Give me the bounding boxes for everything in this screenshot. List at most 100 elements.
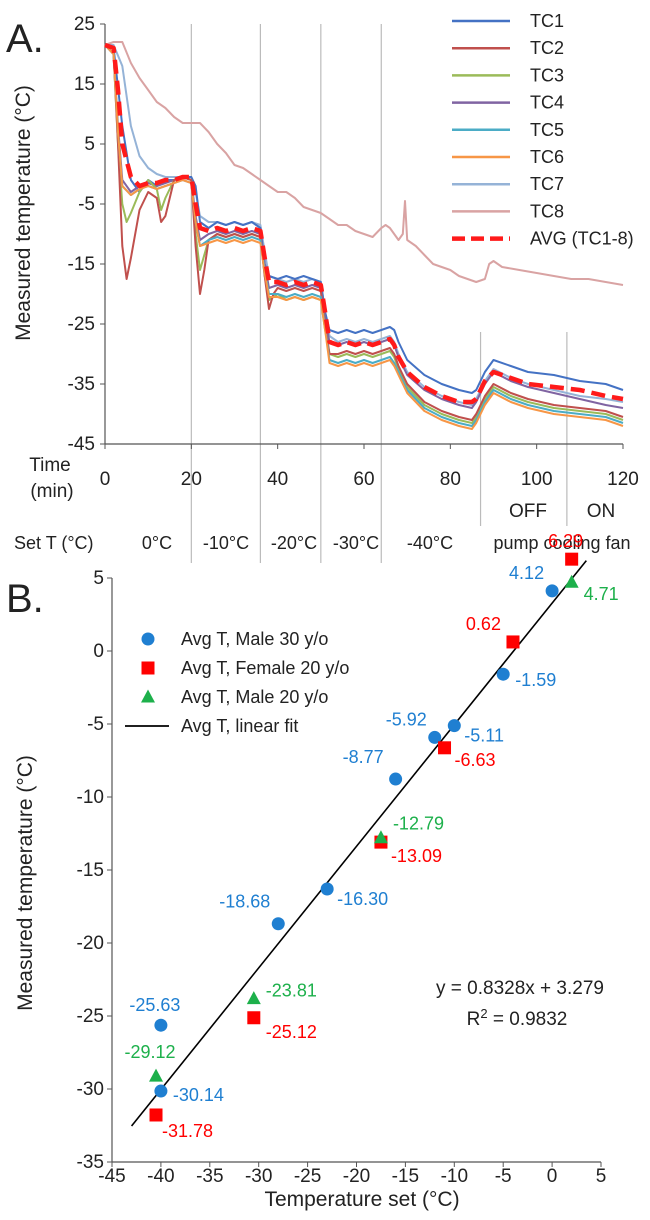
panel-a-legend: TC1 TC2 TC3 TC4 TC5 TC6 TC7 TC8 AVG (TC1-8) [452,11,634,249]
series-line-tc4 [104,44,624,409]
data-label-avg-t-female-20-y-o: -6.63 [455,750,496,770]
legend-marker-avg-t-male-20-y-o [141,689,155,703]
panel-b-y-tick-label: -20 [77,933,104,954]
panel-a-x-tick-label: 0 [100,469,111,490]
panel-b-y-tick-label: -10 [77,787,104,808]
legend-label-tc3: TC3 [530,65,564,85]
pump-off-label: OFF [509,501,547,522]
point-avg-t-male-30-y-o [496,667,510,681]
panel-b-points: 4.12 -1.59 -5.11 -5.92-8.77 -16.30 -18.68 -25.… [124,531,618,1141]
legend-label-tc2: TC2 [530,38,564,58]
legend-label-tc4: TC4 [530,93,564,113]
data-label-avg-t-male-30-y-o: -18.68 [219,892,270,912]
data-label-avg-t-female-20-y-o: -13.09 [391,846,442,866]
point-avg-t-male-20-y-o [564,574,579,588]
fan-on-label: ON [587,501,616,522]
panel-a-y-tick-label: -35 [68,374,95,395]
legend-marker-avg-t-female-20-y-o [141,661,155,675]
panel-a-y-tick-label: 15 [74,74,95,95]
phase-label-minus40: -40°C [407,533,453,553]
point-avg-t-male-30-y-o [154,1018,168,1032]
phase-label-0: 0°C [142,533,172,553]
panel-a-ylabel: Measured temperature (°C) [12,85,35,341]
point-avg-t-male-30-y-o [271,917,285,931]
phase-label-minus30: -30°C [333,533,379,553]
legend-marker-avg-t-male-30-y-o [141,632,155,646]
panel-b-x-tick-label: -40 [147,1166,174,1187]
series-line-tc2 [104,44,624,421]
panel-a-y-tick-label: -45 [68,434,95,455]
series-line-tc8 [104,41,624,286]
data-label-avg-t-male-30-y-o: -1.59 [515,670,556,690]
panel-b-x-tick-label: -25 [294,1166,321,1187]
panel-a-y-tick-label: -15 [68,254,95,275]
legend-label-tc6: TC6 [530,147,564,167]
point-avg-t-male-30-y-o [320,882,334,896]
series-line-avg-tc1-8 [104,42,624,405]
panel-b-x-tick-label: 0 [547,1166,558,1187]
panel-b-x-tick-label: -5 [495,1166,512,1187]
panel-a-y-tick-label: 5 [84,134,95,155]
panel-a-x-tick-label: 60 [353,469,374,490]
data-label-avg-t-male-30-y-o: -16.30 [337,889,388,909]
panel-b-y-tick-label: -15 [77,860,104,881]
data-label-avg-t-male-30-y-o: -5.92 [386,709,427,729]
panel-b-letter: B. [6,577,44,621]
data-label-avg-t-male-20-y-o: -23.81 [266,981,317,1001]
panel-b-x-tick-label: -20 [343,1166,370,1187]
panel-a-y-tick-label: 25 [74,14,95,35]
panel-a-x-tick-label: 100 [521,469,553,490]
panel-b-xlabel: Temperature set (°C) [264,1188,459,1211]
point-avg-t-male-30-y-o [428,730,442,744]
panel-b-x-tick-label: -45 [98,1166,125,1187]
panel-b-chart: B. Measured temperature (°C) Temperature… [6,531,619,1211]
point-avg-t-male-30-y-o [447,719,461,733]
legend-label-avg-t-male-30-y-o: Avg T, Male 30 y/o [181,629,328,649]
panel-a-phase-dividers [190,24,568,563]
data-label-avg-t-female-20-y-o: -31.78 [162,1121,213,1141]
data-label-avg-t-male-30-y-o: -8.77 [343,747,384,767]
panel-b-x-tick-label: 5 [596,1166,607,1187]
panel-a-y-tick-label: -25 [68,314,95,335]
panel-b-ylabel: Measured temperature (°C) [14,755,37,1011]
data-label-avg-t-female-20-y-o: 6.29 [548,531,583,551]
panel-b-x-tick-label: -30 [245,1166,272,1187]
legend-label-avg-tc1-8: AVG (TC1-8) [530,229,634,249]
data-label-avg-t-male-30-y-o: -25.63 [129,995,180,1015]
data-label-avg-t-female-20-y-o: -25.12 [266,1022,317,1042]
panel-b-y-ticks: 5 0 -5 -10 -15 -20 -25 -30 -35 [77,568,112,1173]
point-avg-t-male-30-y-o [545,584,559,598]
legend-label-tc5: TC5 [530,120,564,140]
legend-label-avg-t-male-20-y-o: Avg T, Male 20 y/o [181,687,328,707]
point-avg-t-female-20-y-o [506,635,520,649]
pump-cooling-fan-caption: pump cooling fan [493,533,630,553]
panel-a-chart: A. Measured temperature (°C) 25 15 5 -5 -15 -… [6,11,639,563]
panel-b-y-tick-label: -30 [77,1079,104,1100]
panel-b-y-tick-label: 5 [93,568,104,589]
panel-a-letter: A. [6,17,44,61]
data-label-avg-t-male-30-y-o: -5.11 [464,726,504,746]
panel-b-fit-line [130,560,587,1127]
panel-b-y-tick-label: -25 [77,1006,104,1027]
panel-a-y-tick-label: -5 [78,194,95,215]
point-avg-t-female-20-y-o [247,1011,261,1025]
point-avg-t-female-20-y-o [149,1108,163,1122]
panel-a-xlabel-time: Time [29,455,71,476]
panel-b-y-tick-label: 0 [93,641,104,662]
panel-b-x-tick-label: -35 [196,1166,223,1187]
point-avg-t-male-20-y-o [373,830,388,844]
linear-fit-line [130,560,587,1127]
panel-a-y-ticks: 25 15 5 -5 -15 -25 -35 -45 [68,14,105,455]
panel-a-series [104,41,624,430]
legend-label-tc7: TC7 [530,174,564,194]
data-label-avg-t-male-20-y-o: -12.79 [393,814,444,834]
panel-a-set-t-label: Set T (°C) [14,533,94,553]
point-avg-t-male-20-y-o [246,991,261,1005]
panel-b-x-tick-label: -15 [392,1166,419,1187]
series-line-tc6 [104,44,624,430]
point-avg-t-female-20-y-o [438,741,452,755]
panel-a-x-ticks: 0 20 40 60 80 100 120 [100,444,639,490]
panel-a-x-tick-label: 40 [267,469,288,490]
point-avg-t-male-30-y-o [389,772,403,786]
point-avg-t-male-20-y-o [149,1068,164,1082]
